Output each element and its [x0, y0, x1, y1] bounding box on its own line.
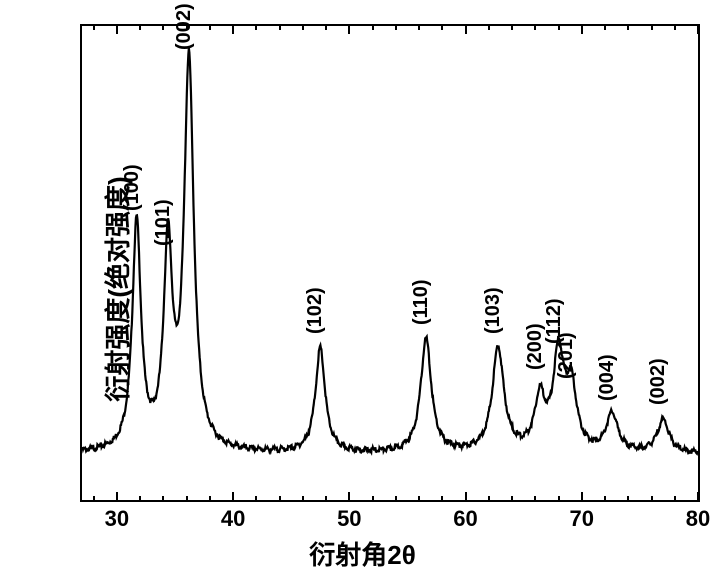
x-tick-label: 70: [570, 506, 594, 532]
x-axis-label: 衍射角2θ: [309, 535, 416, 572]
x-tick-major: [697, 492, 699, 502]
x-tick-minor-top: [93, 24, 95, 30]
x-tick-minor: [255, 496, 257, 502]
peak-label: (103): [482, 288, 505, 335]
x-tick-minor: [279, 496, 281, 502]
x-tick-minor: [674, 496, 676, 502]
x-tick-minor: [93, 496, 95, 502]
x-tick-major-top: [581, 24, 583, 34]
x-tick-minor-top: [488, 24, 490, 30]
x-tick-minor-top: [279, 24, 281, 30]
x-tick-minor: [209, 496, 211, 502]
x-tick-minor-top: [395, 24, 397, 30]
plot-area: 304050607080 (100)(101)(002)(102)(110)(1…: [80, 24, 700, 502]
x-tick-minor-top: [627, 24, 629, 30]
x-tick-major-top: [232, 24, 234, 34]
x-tick-major-top: [116, 24, 118, 34]
x-tick-minor-top: [651, 24, 653, 30]
x-tick-minor: [488, 496, 490, 502]
x-tick-minor-top: [255, 24, 257, 30]
x-tick-minor: [558, 496, 560, 502]
x-tick-label: 50: [337, 506, 361, 532]
peak-label: (100): [121, 164, 144, 211]
x-tick-minor: [302, 496, 304, 502]
x-tick-minor: [139, 496, 141, 502]
x-tick-minor-top: [534, 24, 536, 30]
x-tick-label: 40: [221, 506, 245, 532]
x-tick-label: 80: [686, 506, 710, 532]
x-tick-minor: [511, 496, 513, 502]
x-tick-minor: [372, 496, 374, 502]
peak-label: (002): [173, 3, 196, 50]
x-tick-minor-top: [558, 24, 560, 30]
peak-label: (002): [647, 359, 670, 406]
x-tick-minor-top: [302, 24, 304, 30]
x-tick-minor-top: [418, 24, 420, 30]
x-tick-minor-top: [674, 24, 676, 30]
x-tick-minor: [325, 496, 327, 502]
x-tick-minor: [651, 496, 653, 502]
x-tick-minor: [627, 496, 629, 502]
xrd-pattern-line: [82, 26, 698, 500]
x-tick-major: [348, 492, 350, 502]
x-tick-major-top: [348, 24, 350, 34]
x-tick-major: [581, 492, 583, 502]
x-tick-minor: [604, 496, 606, 502]
x-tick-major: [232, 492, 234, 502]
x-tick-minor: [534, 496, 536, 502]
x-tick-major-top: [465, 24, 467, 34]
x-tick-major: [116, 492, 118, 502]
x-tick-minor-top: [604, 24, 606, 30]
peak-label: (201): [555, 332, 578, 379]
x-tick-minor-top: [372, 24, 374, 30]
peak-label: (004): [596, 354, 619, 401]
x-tick-minor-top: [325, 24, 327, 30]
peak-label: (101): [152, 199, 175, 246]
x-tick-minor-top: [441, 24, 443, 30]
peak-label: (110): [410, 279, 433, 325]
x-tick-major: [465, 492, 467, 502]
x-tick-minor: [186, 496, 188, 502]
x-tick-minor-top: [162, 24, 164, 30]
x-tick-minor: [418, 496, 420, 502]
peak-label: (102): [304, 288, 327, 335]
x-tick-minor-top: [209, 24, 211, 30]
x-tick-minor: [441, 496, 443, 502]
x-tick-major-top: [697, 24, 699, 34]
figure-container: 衍射强度(绝对强度) 304050607080 (100)(101)(002)(…: [0, 0, 725, 578]
x-tick-minor: [162, 496, 164, 502]
x-tick-label: 30: [105, 506, 129, 532]
x-tick-label: 60: [453, 506, 477, 532]
x-tick-minor: [395, 496, 397, 502]
x-tick-minor-top: [139, 24, 141, 30]
x-tick-minor-top: [511, 24, 513, 30]
